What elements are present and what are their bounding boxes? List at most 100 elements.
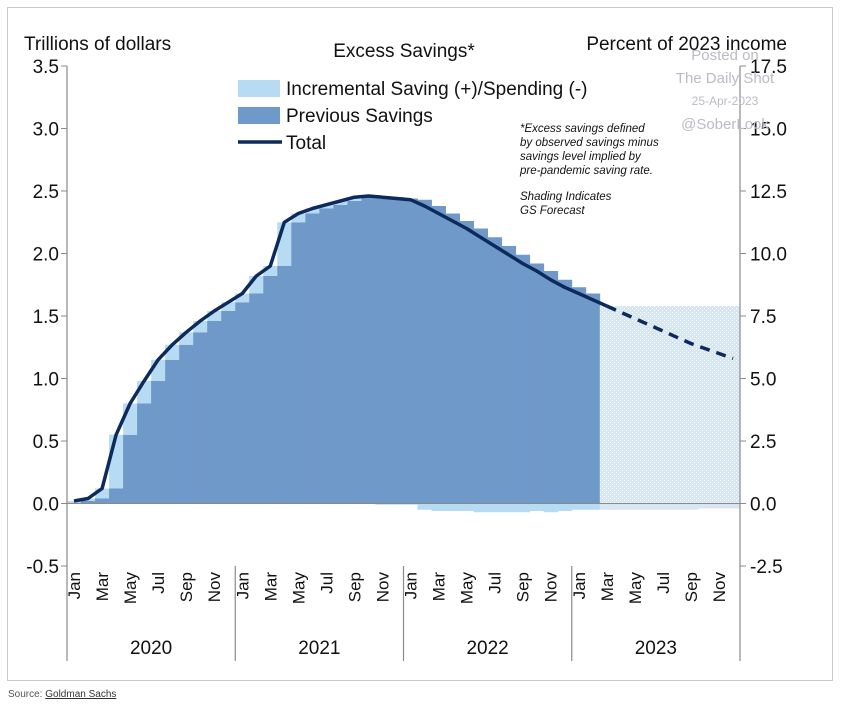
bar-previous-27 [445, 213, 460, 504]
bar-forecast-41 [641, 324, 656, 504]
month-label-40: May [626, 572, 645, 605]
month-label-18: Jul [317, 572, 336, 594]
bar-forecast-43 [669, 337, 684, 504]
month-label-32: Sep [514, 572, 533, 602]
ytick-right-label-0: 17.5 [750, 57, 787, 78]
bar-incremental-15 [277, 222, 292, 266]
month-label-42: Jul [654, 572, 673, 594]
bar-previous-6 [151, 381, 166, 504]
bar-previous-35 [557, 279, 573, 504]
bar-forecast-44 [683, 343, 698, 504]
chart-frame [7, 7, 833, 681]
chart-annotation: *Excess savings defined by observed savi… [520, 122, 720, 218]
month-label-6: Jul [149, 572, 168, 594]
month-label-30: Jul [486, 572, 505, 594]
bar-incremental-4 [123, 403, 138, 435]
bar-spending-23 [389, 503, 404, 505]
month-label-36: Jan [570, 572, 589, 599]
bar-incremental-17 [305, 208, 320, 214]
bar-spending-28 [459, 503, 475, 511]
bar-previous-1 [81, 501, 96, 504]
bar-spending-32 [515, 503, 531, 513]
ytick-left-label-8: -0.5 [26, 557, 59, 578]
bar-incremental-20 [347, 197, 362, 201]
month-label-16: May [289, 572, 308, 605]
watermark-line3: 25-Apr-2023 [691, 94, 759, 108]
bar-incremental-5 [137, 381, 152, 404]
bar-forecast-39 [613, 312, 628, 504]
bar-previous-14 [263, 276, 278, 504]
ytick-left-label-1: 3.0 [33, 120, 59, 141]
source-link[interactable]: Goldman Sachs [45, 689, 117, 700]
bar-previous-11 [221, 311, 236, 504]
month-label-8: Sep [177, 572, 196, 602]
bar-forecast-47 [725, 358, 740, 504]
ytick-left-label-0: 3.5 [33, 57, 59, 78]
bar-incremental-10 [207, 311, 222, 321]
bar-incremental-12 [235, 293, 250, 303]
year-label-1: 2021 [298, 638, 340, 659]
total-line [73, 194, 608, 503]
bar-spending-26 [431, 503, 446, 511]
month-label-26: Mar [430, 572, 449, 602]
month-label-22: Nov [373, 572, 392, 603]
source-note: Source: Goldman Sachs [8, 689, 116, 700]
bar-spending-34 [543, 503, 559, 513]
bar-spending-forecast-46 [711, 503, 727, 509]
bar-incremental-18 [319, 204, 334, 209]
bar-previous-9 [193, 332, 208, 504]
ytick-right-label-1: 15.0 [750, 120, 787, 141]
bar-previous-12 [235, 302, 250, 504]
watermark-line4: @SoberLook [681, 116, 769, 133]
bar-previous-37 [585, 293, 601, 504]
bar-incremental-11 [221, 302, 236, 311]
bar-incremental-14 [263, 266, 278, 276]
bar-incremental-2 [95, 488, 110, 499]
bar-spending-forecast-43 [669, 503, 685, 510]
ytick-right-label-2: 12.5 [750, 182, 787, 203]
year-label-2: 2022 [466, 638, 508, 659]
ytick-right-label-7: 0.0 [750, 495, 776, 516]
bar-spending-forecast-42 [655, 503, 671, 510]
month-label-34: Nov [542, 572, 561, 603]
bar-previous-8 [179, 344, 194, 504]
bar-previous-31 [501, 246, 517, 504]
bar-incremental-3 [109, 434, 124, 489]
month-label-14: Mar [261, 572, 280, 602]
legend-swatch-1 [238, 107, 280, 124]
ytick-left-label-7: 0.0 [33, 495, 59, 516]
bar-previous-20 [347, 201, 362, 504]
month-label-20: Sep [345, 572, 364, 602]
month-label-44: Sep [682, 572, 701, 602]
bar-previous-36 [571, 287, 587, 504]
watermark: Posted on The Daily Shot 25-Apr-2023 @So… [630, 44, 820, 136]
bar-forecast-40 [627, 318, 642, 504]
month-label-10: Nov [205, 572, 224, 603]
bar-spending-25 [417, 503, 432, 510]
bar-previous-19 [333, 204, 348, 504]
ytick-left-label-4: 1.5 [33, 307, 59, 328]
month-label-0: Jan [65, 572, 84, 599]
year-label-3: 2023 [635, 638, 677, 659]
month-label-4: May [121, 572, 140, 605]
bar-previous-13 [249, 293, 264, 504]
bar-previous-29 [473, 228, 489, 504]
bar-previous-30 [487, 237, 503, 504]
bar-forecast-38 [599, 306, 614, 504]
ytick-right-label-6: 2.5 [750, 432, 776, 453]
bar-previous-32 [515, 254, 531, 504]
bar-previous-26 [431, 206, 446, 504]
source-prefix: Source: [8, 689, 46, 700]
bar-previous-17 [305, 213, 320, 504]
bar-previous-15 [277, 266, 292, 504]
bar-spending-31 [501, 503, 517, 513]
ytick-right-label-4: 7.5 [750, 307, 776, 328]
bar-spending-27 [445, 503, 460, 511]
ytick-left-label-3: 2.0 [33, 245, 59, 266]
bar-spending-37 [585, 503, 601, 510]
bar-spending-forecast-39 [613, 503, 629, 510]
legend-label-2: Total [286, 133, 326, 154]
legend-label-0: Incremental Saving (+)/Spending (-) [286, 79, 588, 100]
bar-spending-forecast-38 [599, 503, 615, 510]
bar-forecast-46 [711, 353, 726, 504]
